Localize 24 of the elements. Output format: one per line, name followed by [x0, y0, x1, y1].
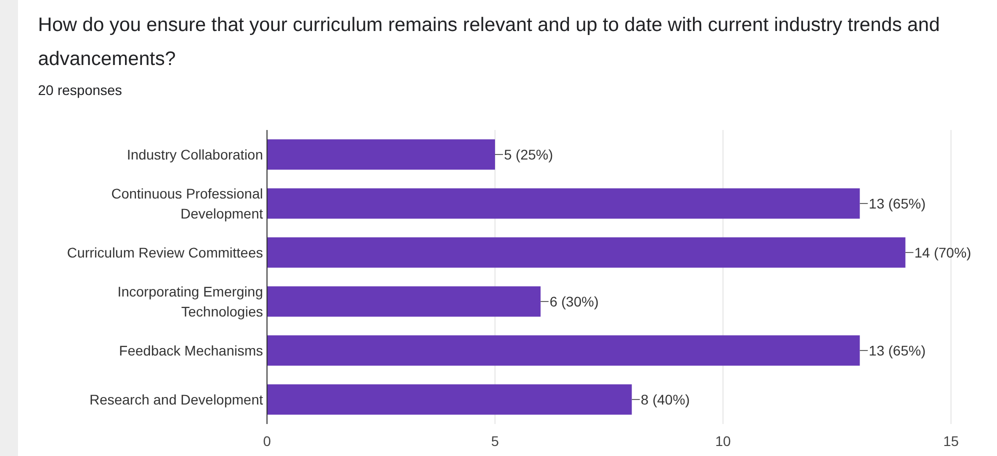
data-label: 14 (70%): [914, 244, 972, 260]
y-tick-label: Continuous Professional Development: [111, 186, 264, 222]
bar: [267, 188, 860, 219]
bar: [267, 286, 541, 317]
bar: [267, 335, 860, 366]
y-tick-label: Feedback Mechanisms: [119, 342, 263, 358]
x-tick-label: 15: [943, 432, 959, 449]
bar: [267, 139, 495, 170]
x-tick-label: 5: [491, 432, 500, 449]
data-label: 13 (65%): [868, 196, 926, 212]
x-tick-label: 10: [715, 432, 731, 449]
bar: [267, 384, 632, 415]
y-tick-label: Incorporating Emerging Technologies: [117, 284, 263, 320]
bar: [267, 237, 906, 268]
data-label: 5 (25%): [504, 146, 554, 162]
y-tick-label: Industry Collaboration: [126, 146, 263, 162]
data-label: 8 (40%): [640, 392, 690, 408]
x-tick-label: 0: [263, 432, 272, 449]
data-label: 6 (30%): [550, 294, 599, 310]
y-tick-label: Research and Development: [89, 392, 264, 408]
data-label: 13 (65%): [868, 342, 926, 358]
chart-title: How do you ensure that your curriculum remains relevant and up to date with current industry trends and advancements?: [38, 14, 940, 70]
y-tick-label: Curriculum Review Committees: [66, 244, 263, 260]
text: 20 responses: [38, 82, 122, 98]
